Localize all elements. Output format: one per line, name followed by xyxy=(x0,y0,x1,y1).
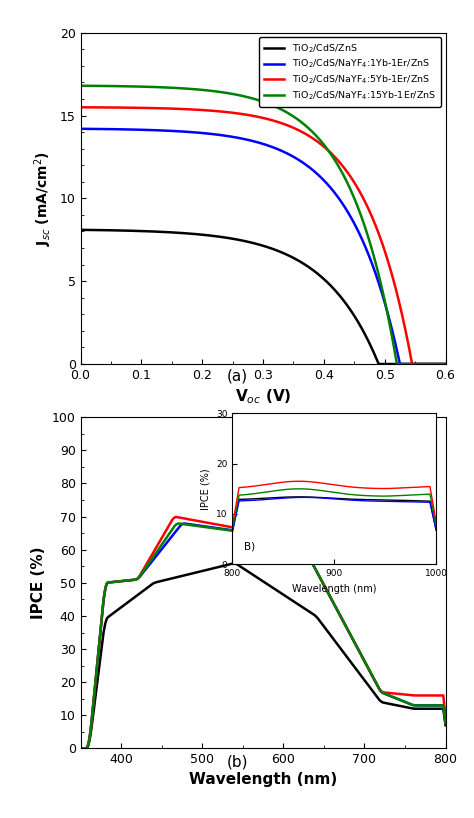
TiO$_2$/CdS/NaYF$_4$:5Yb-1Er/ZnS xyxy=(410,359,415,369)
TiO$_2$/CdS/ZnS xyxy=(364,333,369,343)
TiO$_2$/CdS/ZnS xyxy=(307,263,312,272)
TiO$_2$/CdS/NaYF$_4$:5Yb-1Er/ZnS xyxy=(455,359,461,369)
TiO$_2$/CdS/ZnS xyxy=(455,359,461,369)
TiO$_2$/CdS/NaYF$_4$:1Yb-1Er/ZnS xyxy=(101,124,107,134)
TiO$_2$/CdS/NaYF$_4$:5Yb-1Er/ZnS xyxy=(307,132,312,142)
X-axis label: Wavelength (nm): Wavelength (nm) xyxy=(189,772,337,787)
TiO$_2$/CdS/NaYF$_4$:1Yb-1Er/ZnS xyxy=(403,359,409,369)
Line: TiO$_2$/CdS/NaYF$_4$:5Yb-1Er/ZnS: TiO$_2$/CdS/NaYF$_4$:5Yb-1Er/ZnS xyxy=(81,107,458,364)
Y-axis label: IPCE (%): IPCE (%) xyxy=(31,546,46,619)
Text: (a): (a) xyxy=(227,368,247,384)
TiO$_2$/CdS/NaYF$_4$:5Yb-1Er/ZnS xyxy=(101,102,107,112)
TiO$_2$/CdS/NaYF$_4$:5Yb-1Er/ZnS xyxy=(402,325,408,335)
TiO$_2$/CdS/NaYF$_4$:1Yb-1Er/ZnS xyxy=(297,155,302,165)
TiO$_2$/CdS/ZnS xyxy=(376,359,382,369)
TiO$_2$/CdS/NaYF$_4$:1Yb-1Er/ZnS xyxy=(307,163,312,173)
TiO$_2$/CdS/NaYF$_4$:15Yb-1Er/ZnS xyxy=(307,124,312,134)
Text: B): B) xyxy=(245,542,255,551)
TiO$_2$/CdS/NaYF$_4$:15Yb-1Er/ZnS xyxy=(318,136,324,146)
Text: (b): (b) xyxy=(226,754,248,770)
Legend: TiO$_2$/CdS/ZnS, TiO$_2$/CdS/NaYF$_4$:1Yb-1Er/ZnS, TiO$_2$/CdS/NaYF$_4$:5Yb-1Er/: TiO$_2$/CdS/ZnS, TiO$_2$/CdS/NaYF$_4$:1Y… xyxy=(259,38,441,107)
TiO$_2$/CdS/NaYF$_4$:5Yb-1Er/ZnS xyxy=(364,200,369,210)
TiO$_2$/CdS/NaYF$_4$:15Yb-1Er/ZnS xyxy=(297,116,302,126)
TiO$_2$/CdS/NaYF$_4$:15Yb-1Er/ZnS xyxy=(364,227,369,237)
Line: TiO$_2$/CdS/ZnS: TiO$_2$/CdS/ZnS xyxy=(81,230,458,364)
TiO$_2$/CdS/ZnS xyxy=(403,359,409,369)
Y-axis label: IPCE (%): IPCE (%) xyxy=(201,468,210,510)
TiO$_2$/CdS/NaYF$_4$:15Yb-1Er/ZnS xyxy=(101,81,107,91)
TiO$_2$/CdS/NaYF$_4$:15Yb-1Er/ZnS xyxy=(78,81,83,91)
TiO$_2$/CdS/NaYF$_4$:15Yb-1Er/ZnS xyxy=(455,359,461,369)
TiO$_2$/CdS/NaYF$_4$:1Yb-1Er/ZnS xyxy=(397,359,403,369)
X-axis label: V$_{oc}$ (V): V$_{oc}$ (V) xyxy=(235,388,292,406)
TiO$_2$/CdS/NaYF$_4$:1Yb-1Er/ZnS xyxy=(318,173,324,182)
TiO$_2$/CdS/NaYF$_4$:5Yb-1Er/ZnS xyxy=(297,126,302,136)
TiO$_2$/CdS/ZnS xyxy=(101,225,107,235)
TiO$_2$/CdS/ZnS xyxy=(318,272,324,281)
TiO$_2$/CdS/NaYF$_4$:5Yb-1Er/ZnS xyxy=(78,102,83,112)
Line: TiO$_2$/CdS/NaYF$_4$:1Yb-1Er/ZnS: TiO$_2$/CdS/NaYF$_4$:1Yb-1Er/ZnS xyxy=(81,128,458,364)
TiO$_2$/CdS/NaYF$_4$:5Yb-1Er/ZnS xyxy=(318,139,324,149)
TiO$_2$/CdS/ZnS xyxy=(297,256,302,266)
Line: TiO$_2$/CdS/NaYF$_4$:15Yb-1Er/ZnS: TiO$_2$/CdS/NaYF$_4$:15Yb-1Er/ZnS xyxy=(81,86,458,364)
X-axis label: Wavelength (nm): Wavelength (nm) xyxy=(292,584,376,594)
Y-axis label: J$_{sc}$ (mA/cm$^2$): J$_{sc}$ (mA/cm$^2$) xyxy=(33,151,55,245)
TiO$_2$/CdS/ZnS xyxy=(78,225,83,235)
TiO$_2$/CdS/NaYF$_4$:1Yb-1Er/ZnS xyxy=(364,245,369,255)
TiO$_2$/CdS/NaYF$_4$:15Yb-1Er/ZnS xyxy=(403,359,409,369)
TiO$_2$/CdS/NaYF$_4$:15Yb-1Er/ZnS xyxy=(394,359,400,369)
TiO$_2$/CdS/NaYF$_4$:1Yb-1Er/ZnS xyxy=(455,359,461,369)
TiO$_2$/CdS/NaYF$_4$:1Yb-1Er/ZnS xyxy=(78,124,83,133)
